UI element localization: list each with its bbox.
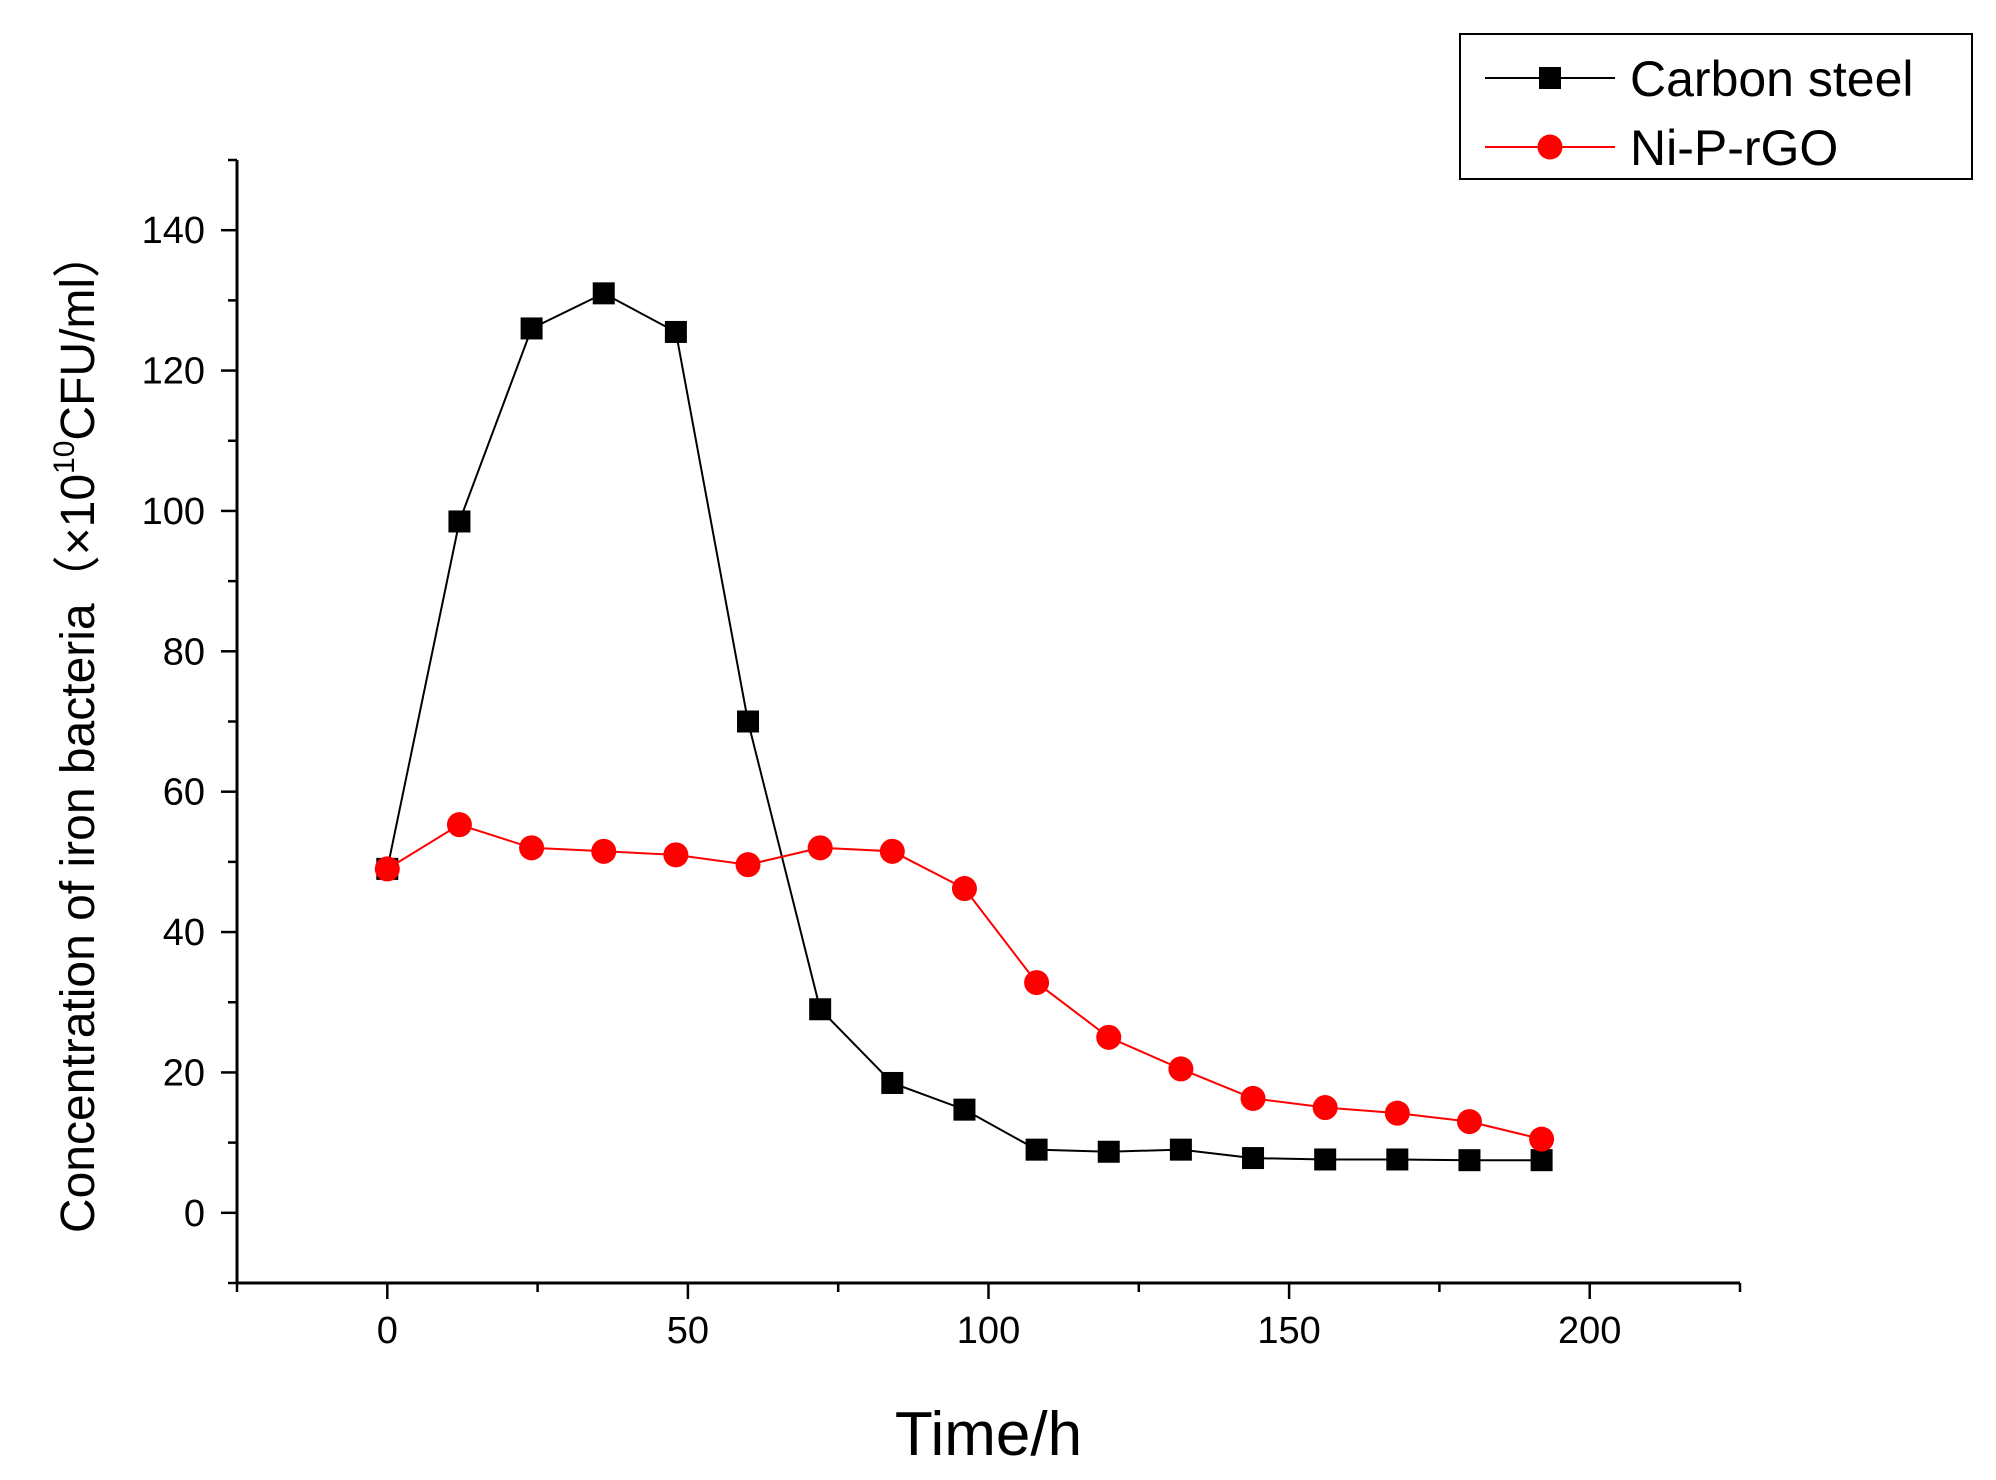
data-point — [1025, 1138, 1048, 1161]
data-point — [1312, 1095, 1338, 1121]
data-point — [881, 1071, 904, 1094]
data-point — [807, 835, 833, 861]
legend-label: Ni-P-rGO — [1630, 120, 1838, 176]
legend-item: Ni-P-rGO — [1485, 120, 1838, 176]
data-point — [1456, 1109, 1482, 1135]
y-tick-label: 20 — [163, 1052, 205, 1094]
series-carbon-steel — [376, 282, 1553, 1172]
y-tick-label: 120 — [142, 351, 205, 393]
x-tick-label: 0 — [377, 1310, 398, 1352]
y-tick-label: 0 — [184, 1193, 205, 1235]
data-point — [519, 835, 545, 861]
legend-label: Carbon steel — [1630, 51, 1914, 107]
data-point — [1530, 1149, 1553, 1172]
data-point — [1458, 1149, 1481, 1172]
y-axis-title-suffix: CFU/ml） — [52, 230, 105, 441]
y-tick-label: 80 — [163, 631, 205, 673]
data-point — [735, 852, 761, 878]
x-tick-label: 100 — [957, 1310, 1020, 1352]
data-point — [446, 812, 472, 838]
data-point — [1386, 1148, 1409, 1171]
legend-marker — [1537, 134, 1563, 160]
data-point — [664, 320, 687, 343]
data-point — [1384, 1100, 1410, 1126]
series-layer — [374, 282, 1555, 1172]
y-axis-title: Concentration of iron bacteria（×1010CFU/… — [48, 230, 105, 1233]
x-tick-label: 150 — [1257, 1310, 1320, 1352]
data-point — [1097, 1140, 1120, 1163]
x-axis-title: Time/h — [895, 1400, 1082, 1469]
data-point — [951, 876, 977, 902]
y-tick-label: 100 — [142, 491, 205, 533]
data-point — [1169, 1138, 1192, 1161]
x-tick-label: 50 — [667, 1310, 709, 1352]
y-axis-title-prefix: Concentration of iron bacteria（×10 — [52, 474, 105, 1233]
series-ni-p-rgo — [374, 812, 1555, 1152]
y-axis-ticks: 0 20 40 60 80 100 120 140 — [142, 158, 237, 1285]
data-point — [663, 842, 689, 868]
legend-marker — [1539, 67, 1561, 89]
y-tick-label: 140 — [142, 210, 205, 252]
data-point — [591, 838, 617, 864]
data-point — [1240, 1085, 1266, 1111]
data-point — [879, 838, 905, 864]
legend: Carbon steel Ni-P-rGO — [1459, 33, 1973, 180]
x-tick-label: 200 — [1558, 1310, 1621, 1352]
data-point — [592, 282, 615, 305]
x-axis-ticks: 0 50 100 150 200 — [235, 1283, 1742, 1352]
y-tick-label: 40 — [163, 912, 205, 954]
data-point — [448, 510, 471, 533]
data-point — [374, 856, 400, 882]
y-tick-label: 60 — [163, 772, 205, 814]
data-point — [1314, 1148, 1337, 1171]
data-point — [1529, 1126, 1555, 1152]
y-axis-title-superscript: 10 — [48, 441, 81, 474]
data-point — [1024, 970, 1050, 996]
data-point — [953, 1098, 976, 1121]
data-point — [1168, 1056, 1194, 1082]
data-point — [737, 710, 760, 733]
data-point — [809, 998, 832, 1021]
data-point — [1096, 1024, 1122, 1050]
legend-item: Carbon steel — [1485, 51, 1914, 107]
data-point — [520, 317, 543, 340]
data-point — [1242, 1147, 1265, 1170]
